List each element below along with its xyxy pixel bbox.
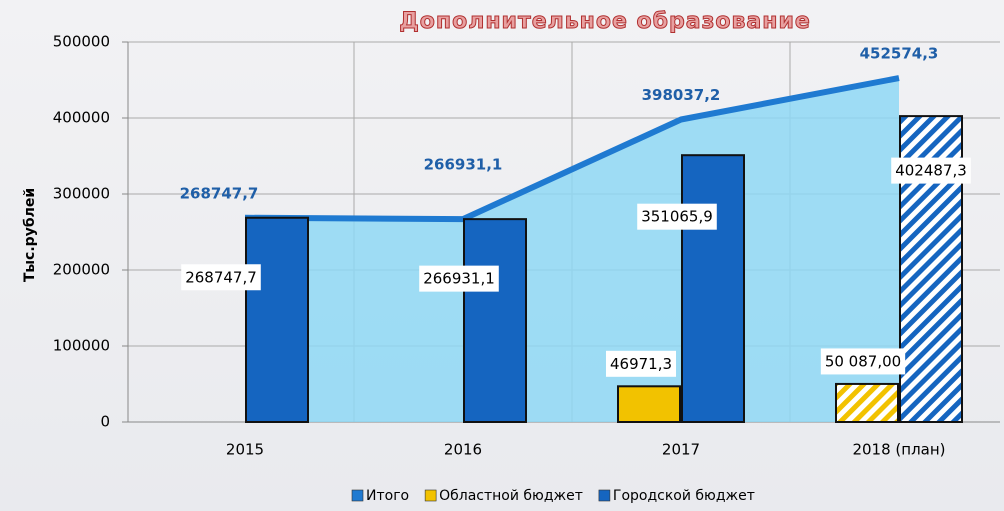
- bar: [463, 218, 527, 423]
- area-line: [244, 75, 900, 223]
- label-box: [605, 350, 677, 377]
- y-tick-label: 100000: [53, 337, 110, 355]
- y-axis-label: Тыс.рублей: [22, 188, 38, 282]
- y-tick-label: 500000: [53, 33, 110, 51]
- total-label: 398037,2: [642, 86, 721, 104]
- bar-label: 50 087,00: [825, 352, 901, 370]
- label-box: [637, 203, 717, 230]
- x-tick-label: 2018 (план): [852, 441, 945, 459]
- bar-label: 46971,3: [610, 355, 672, 373]
- bar: [617, 385, 681, 424]
- y-tick-label: 300000: [53, 185, 110, 203]
- y-tick-label: 400000: [53, 109, 110, 127]
- bar-label: 351065,9: [641, 208, 713, 226]
- x-tick-label: 2015: [226, 441, 264, 459]
- x-tick-label: 2016: [444, 441, 482, 459]
- y-tick-label: 0: [100, 413, 110, 431]
- x-tick-label: 2017: [662, 441, 700, 459]
- legend-swatch: [424, 489, 437, 502]
- bar-label: 266931,1: [423, 270, 495, 288]
- label-box: [891, 157, 971, 184]
- label-box: [820, 348, 906, 375]
- legend-swatch: [351, 489, 364, 502]
- label-box: [419, 265, 499, 292]
- y-tick-label: 200000: [53, 261, 110, 279]
- legend-label: Областной бюджет: [439, 488, 583, 504]
- bar: [835, 382, 899, 423]
- bar-label: 402487,3: [895, 162, 967, 180]
- legend-label: Итого: [366, 488, 409, 504]
- total-label: 268747,7: [180, 184, 259, 202]
- legend-swatch: [598, 489, 611, 502]
- bar: [681, 154, 745, 423]
- total-label: 266931,1: [424, 156, 503, 174]
- bar: [245, 216, 309, 423]
- label-box: [181, 264, 261, 291]
- total-label: 452574,3: [860, 45, 939, 63]
- legend-label: Городской бюджет: [613, 488, 755, 504]
- chart-title: Дополнительное образование: [399, 9, 811, 34]
- bar-label: 268747,7: [185, 268, 257, 286]
